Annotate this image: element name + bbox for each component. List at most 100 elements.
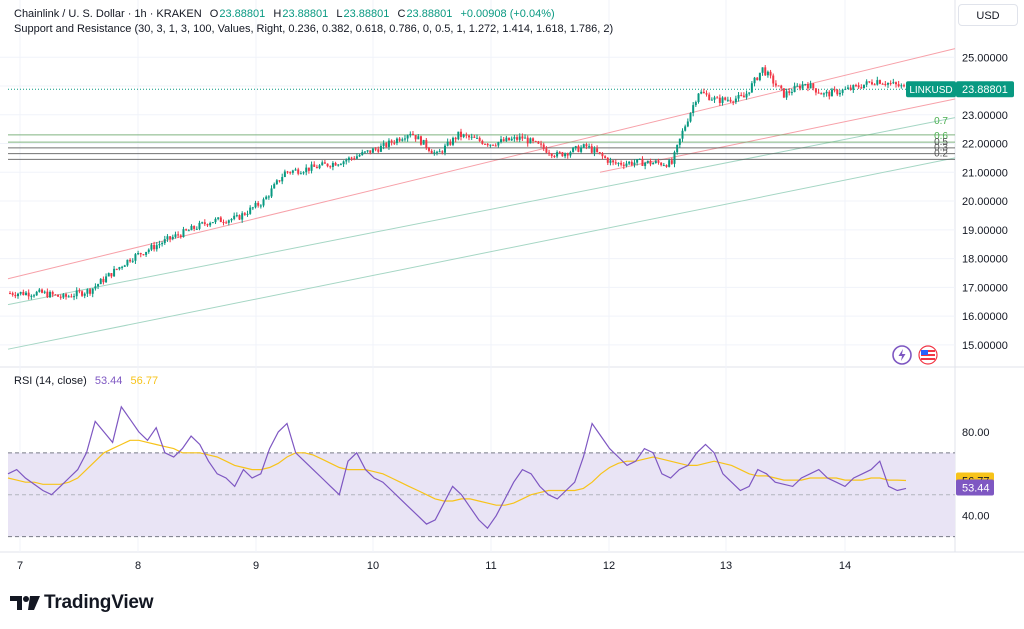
candle-body <box>838 92 841 95</box>
candle-body <box>369 150 372 153</box>
candle-body <box>780 85 783 89</box>
candle-body <box>854 85 857 87</box>
candle-body <box>179 235 182 238</box>
candle-body <box>876 80 879 85</box>
candle-body <box>441 151 444 153</box>
candle-body <box>422 139 425 145</box>
indicator-label: Support and Resistance (30, 3, 1, 3, 100… <box>14 23 614 35</box>
price-tick-label: 18.00000 <box>962 254 1008 266</box>
lightning-icon[interactable] <box>892 345 912 365</box>
candle-body <box>75 290 78 297</box>
candle-body <box>366 150 369 152</box>
candle-body <box>817 92 820 94</box>
high-value: 23.88801 <box>282 8 329 20</box>
rsi-ma-line <box>7 439 907 506</box>
candle-body <box>633 162 636 165</box>
candle-body <box>30 295 33 297</box>
candle-body <box>873 84 876 86</box>
candle-body <box>804 84 807 86</box>
candle-body <box>670 160 673 164</box>
candle-body <box>537 141 540 144</box>
candle-body <box>700 91 703 94</box>
candle-body <box>99 278 102 285</box>
low-label: L <box>336 8 343 20</box>
candle-body <box>582 144 585 148</box>
candle-body <box>81 291 84 296</box>
candle-body <box>454 137 457 140</box>
currency-button[interactable]: USD <box>958 4 1018 26</box>
candle-body <box>406 135 409 139</box>
candle-body <box>358 155 361 157</box>
candle-body <box>155 245 158 250</box>
candle-body <box>318 165 321 169</box>
candle-body <box>673 152 676 164</box>
candle-body <box>446 141 449 146</box>
candle-body <box>710 99 713 101</box>
tradingview-wordmark: TradingView <box>44 592 154 613</box>
time-tick-label: 10 <box>367 560 379 572</box>
candle-body <box>185 229 188 231</box>
candle-body <box>195 228 198 230</box>
candle-body <box>198 222 201 229</box>
candle-body <box>371 148 374 153</box>
candle-body <box>425 139 428 148</box>
candle-body <box>588 146 591 148</box>
candle-body <box>774 83 777 86</box>
candle-body <box>777 85 780 87</box>
candle-body <box>283 171 286 177</box>
candle-body <box>852 85 855 90</box>
candle-body <box>182 229 185 238</box>
candle-body <box>524 137 527 139</box>
rsi-line <box>7 405 907 530</box>
candle-body <box>43 291 46 293</box>
candle-body <box>609 160 612 163</box>
candle-body <box>19 291 22 294</box>
candle-body <box>51 291 54 295</box>
candle-body <box>22 291 25 296</box>
tradingview-logo[interactable]: TradingView <box>10 591 154 615</box>
candle-body <box>726 99 729 101</box>
candle-body <box>505 137 508 142</box>
fib-level-label: 0.7 <box>934 116 948 127</box>
indicator-legend[interactable]: Support and Resistance (30, 3, 1, 3, 100… <box>14 23 614 35</box>
candle-body <box>307 167 310 171</box>
candle-body <box>796 85 799 87</box>
candle-body <box>732 101 735 103</box>
candle-body <box>812 83 815 89</box>
candle-body <box>822 93 825 95</box>
candle-body <box>566 153 569 156</box>
candle-body <box>150 244 153 250</box>
candle-body <box>62 294 65 298</box>
candle-body <box>878 80 881 84</box>
candle-body <box>289 172 292 174</box>
rsi-ma-legend-value: 56.77 <box>130 375 159 387</box>
candle-body <box>622 164 625 166</box>
candle-body <box>894 82 897 85</box>
candle-body <box>267 196 270 198</box>
candle-body <box>139 252 142 255</box>
candle-body <box>158 244 161 246</box>
candle-body <box>305 167 308 173</box>
symbol-tag-label: LINKUSD <box>909 85 952 96</box>
candle-body <box>187 230 190 232</box>
close-label: C <box>397 8 406 20</box>
candle-body <box>411 133 414 136</box>
close-value: 23.88801 <box>406 8 453 20</box>
candle-body <box>27 292 30 297</box>
rsi-legend[interactable]: RSI (14, close) 53.44 56.77 <box>14 375 159 387</box>
rsi-lines <box>7 405 907 530</box>
candle-body <box>756 77 759 81</box>
candle-body <box>825 91 828 94</box>
tv-logo-icon <box>10 596 40 610</box>
candle-body <box>868 81 871 83</box>
candle-body <box>393 142 396 144</box>
candle-body <box>457 131 460 140</box>
candle-body <box>67 296 70 298</box>
candle-body <box>742 95 745 98</box>
candle-body <box>89 289 92 294</box>
candle-body <box>361 152 364 156</box>
flag-icon[interactable] <box>918 345 938 365</box>
candle-body <box>206 224 209 226</box>
candle-body <box>310 164 313 171</box>
